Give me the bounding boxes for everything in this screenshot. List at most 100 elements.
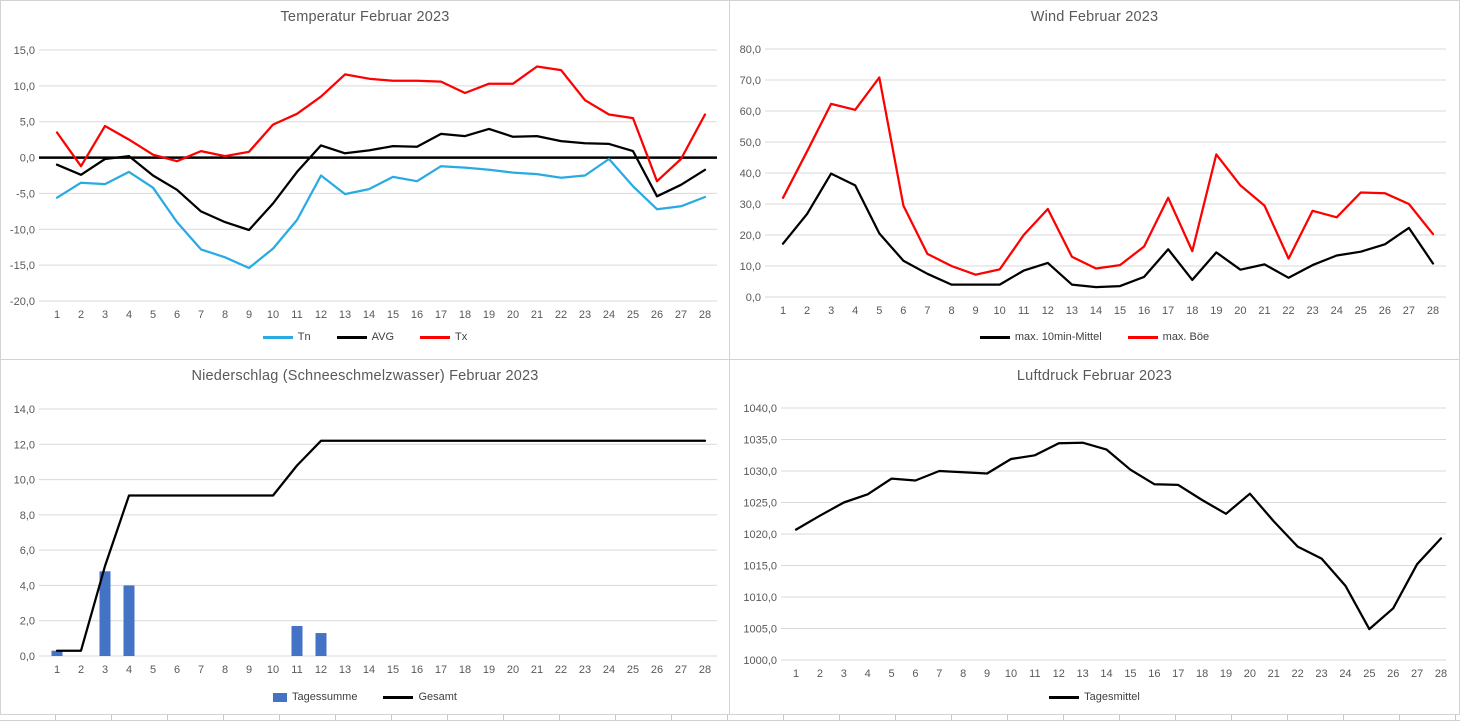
y-tick-label: 1035,0 — [743, 435, 777, 447]
series-line-Tagesmittel — [794, 441, 1443, 631]
y-tick-label: 10,0 — [14, 81, 35, 93]
y-tick-label: 40,0 — [740, 168, 761, 180]
x-tick-label: 13 — [339, 664, 351, 676]
x-tick-label: 17 — [1162, 305, 1174, 317]
x-tick-label: 25 — [1363, 668, 1375, 680]
x-tick-label: 23 — [1315, 668, 1327, 680]
y-tick-label: 14,0 — [14, 404, 35, 416]
x-tick-label: 13 — [1066, 305, 1078, 317]
x-tick-label: 5 — [876, 305, 882, 317]
legend-label: Tagessumme — [292, 691, 358, 703]
legend-line-swatch — [262, 335, 293, 339]
legend-item-max-böe: max. Böe — [1127, 331, 1209, 343]
x-tick-label: 1 — [780, 305, 786, 317]
luftdruck-chart-panel: Luftdruck Februar 2023 1040,0 1035,0 1030,… — [730, 360, 1460, 715]
series-bars-Tagessumme — [51, 571, 327, 656]
bar — [315, 633, 327, 656]
x-tick-label: 11 — [1018, 305, 1029, 317]
bar — [99, 571, 111, 656]
temperatur-chart-panel: Temperatur Februar 2023 15,0 10,0 5,0 0,0 -5… — [0, 0, 730, 360]
x-tick-label: 14 — [363, 309, 375, 321]
y-tick-label: 50,0 — [740, 137, 761, 149]
x-tick-label: 3 — [841, 668, 847, 680]
x-tick-label: 21 — [531, 309, 543, 321]
x-tick-label: 14 — [1100, 668, 1112, 680]
series-line-AVG — [55, 127, 707, 232]
x-tick-label: 14 — [363, 664, 375, 676]
niederschlag-chart-title: Niederschlag (Schneeschmelzwasser) Febru… — [191, 368, 539, 384]
x-tick-label: 11 — [291, 664, 302, 676]
x-tick-label: 15 — [387, 664, 399, 676]
series-line-Tn — [55, 157, 707, 270]
x-axis-labels: 1 2 3 4 5 6 7 8 9 10 11 12 13 14 15 16 17 18 19 20 21 22 23 24 2… — [780, 305, 1439, 317]
x-tick-label: 9 — [973, 305, 979, 317]
y-tick-label: 2,0 — [20, 616, 35, 628]
y-tick-label: 0,0 — [20, 651, 35, 663]
x-tick-label: 23 — [1307, 305, 1319, 317]
legend-item-tn: Tn — [262, 331, 311, 343]
x-tick-label: 1 — [54, 309, 60, 321]
x-tick-label: 22 — [555, 664, 567, 676]
luftdruck-plot: 1040,01035,01030,01025,01020,01015,01010… — [743, 403, 1447, 680]
x-tick-label: 4 — [126, 664, 132, 676]
legend-line-swatch — [1127, 335, 1158, 339]
x-tick-label: 14 — [1090, 305, 1102, 317]
y-tick-label: 1020,0 — [743, 529, 777, 541]
x-tick-label: 16 — [411, 309, 423, 321]
legend-line-swatch — [420, 335, 451, 339]
x-tick-label: 10 — [1005, 668, 1017, 680]
x-tick-label: 18 — [1196, 668, 1208, 680]
x-tick-label: 16 — [411, 664, 423, 676]
x-tick-label: 2 — [817, 668, 823, 680]
legend-item-tagessumme: Tagessumme — [273, 691, 357, 703]
niederschlag-plot: 14,012,010,08,06,04,02,00,01 2 3 4 5 6 7 8 9 10 11… — [14, 404, 717, 676]
x-tick-label: 2 — [78, 309, 84, 321]
legend-label: max. 10min-Mittel — [1014, 331, 1102, 343]
gridlines — [39, 49, 717, 302]
bar — [291, 626, 303, 656]
niederschlag-chart-panel: Niederschlag (Schneeschmelzwasser) Febru… — [0, 360, 730, 715]
y-tick-label: 1005,0 — [743, 624, 777, 636]
x-tick-label: 4 — [865, 668, 871, 680]
x-tick-label: 25 — [1355, 305, 1367, 317]
x-tick-label: 15 — [387, 309, 399, 321]
x-tick-label: 19 — [483, 309, 495, 321]
y-tick-label: 4,0 — [20, 580, 35, 592]
x-tick-label: 13 — [1077, 668, 1089, 680]
x-tick-label: 1 — [793, 668, 799, 680]
x-tick-label: 20 — [507, 309, 519, 321]
x-tick-label: 27 — [675, 664, 687, 676]
temperatur-chart-title: Temperatur Februar 2023 — [280, 9, 450, 25]
x-tick-label: 9 — [246, 309, 252, 321]
gridlines — [765, 48, 1446, 298]
y-tick-label: 70,0 — [740, 75, 761, 87]
y-axis-labels: 15,0 10,0 5,0 0,0 -5,0 -10,0 -15,0 -20,0 — [10, 45, 35, 308]
x-tick-label: 21 — [531, 664, 543, 676]
legend-line-swatch — [383, 695, 414, 699]
wind-plot: 80,070,060,050,040,030,020,010,00,01 2 3 4 5… — [740, 44, 1446, 317]
x-tick-label: 12 — [315, 309, 327, 321]
y-axis-labels: 80,0 70,0 60,0 50,0 40,0 30,0 20,0 10,0 0,0 — [740, 44, 761, 304]
y-tick-label: 1015,0 — [743, 561, 777, 573]
x-tick-label: 18 — [459, 664, 471, 676]
x-tick-label: 3 — [102, 309, 108, 321]
x-axis-labels: 1 2 3 4 5 6 7 8 9 10 11 12 13 14 15 16 17 18 19 20 21 22 23 24 2… — [793, 668, 1447, 680]
x-tick-label: 25 — [627, 664, 639, 676]
bar — [123, 585, 135, 656]
y-tick-label: -5,0 — [16, 188, 35, 200]
luftdruck-legend: Tagesmittel — [730, 691, 1459, 703]
x-tick-label: 27 — [675, 309, 687, 321]
temperatur-plot: 15,010,05,00,0-5,0-10,0-15,0-20,01 2 3 4 5 6 7… — [10, 45, 717, 321]
x-tick-label: 5 — [150, 664, 156, 676]
worksheet-column-gridline-strip — [0, 715, 1460, 721]
legend-item-tagesmittel: Tagesmittel — [1049, 691, 1140, 703]
x-tick-label: 5 — [888, 668, 894, 680]
legend-line-swatch — [979, 335, 1010, 339]
gridlines — [39, 408, 717, 657]
y-tick-label: 12,0 — [14, 439, 35, 451]
wind-legend: max. 10min-Mittel max. Böe — [730, 331, 1459, 343]
x-tick-label: 16 — [1148, 668, 1160, 680]
series-line-max. 10min-Mittel — [781, 172, 1435, 289]
x-tick-label: 3 — [102, 664, 108, 676]
